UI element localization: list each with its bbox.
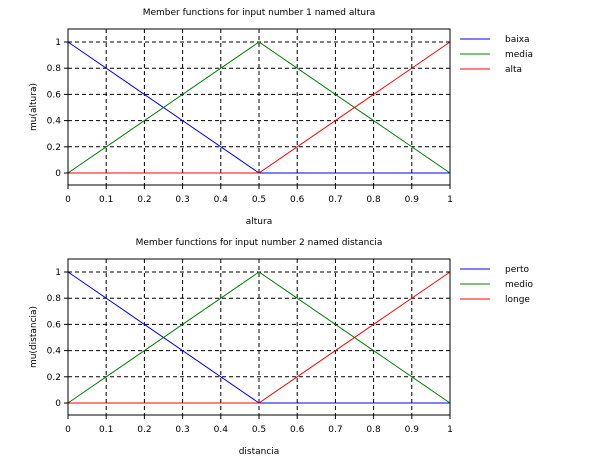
x-tick-label: 0.5 [252, 425, 266, 435]
legend-label-longe: longe [505, 295, 530, 305]
x-axis-label: altura [246, 217, 272, 227]
legend-label-media: media [505, 50, 533, 60]
series-line-longe [68, 271, 451, 404]
chart-altura: Member functions for input number 1 name… [29, 8, 533, 227]
chart-title: Member functions for input number 1 name… [143, 8, 376, 18]
x-tick-label: 0.2 [137, 195, 151, 205]
x-tick-label: 0.6 [290, 195, 305, 205]
chart-distancia: Member functions for input number 2 name… [29, 238, 534, 457]
y-axis-label: mu(distancia) [29, 306, 39, 368]
y-tick-label: 0 [55, 399, 61, 409]
y-tick-label: 0.8 [47, 294, 62, 304]
y-tick-label: 1 [55, 268, 61, 278]
y-tick-label: 0.6 [47, 320, 62, 330]
x-tick-label: 0.2 [137, 425, 151, 435]
y-tick-label: 0.2 [47, 373, 61, 383]
x-tick-label: 0.8 [366, 425, 381, 435]
x-tick-label: 0.7 [328, 195, 342, 205]
x-tick-label: 0.9 [405, 425, 420, 435]
legend-label-alta: alta [505, 65, 522, 75]
y-tick-label: 0.8 [47, 64, 62, 74]
y-tick-label: 0.4 [47, 117, 62, 127]
y-tick-label: 0.2 [47, 143, 61, 153]
y-tick-label: 0 [55, 169, 61, 179]
x-tick-label: 0.7 [328, 425, 342, 435]
series-layer [67, 271, 451, 404]
series-line-alta [68, 41, 451, 174]
series-layer [67, 41, 451, 174]
legend: baixa media alta [460, 35, 533, 75]
ticks: 0 0.1 0.2 0.3 0.4 0.5 0.6 0.7 0.8 0.9 1 0 0.2 0.4 0.6 0… [47, 38, 453, 205]
legend-label-medio: medio [505, 280, 534, 290]
legend-label-perto: perto [505, 265, 529, 275]
chart-title: Member functions for input number 2 name… [136, 238, 383, 248]
x-tick-label: 0.3 [175, 425, 189, 435]
y-tick-label: 0.6 [47, 90, 62, 100]
series-line-media [67, 41, 451, 174]
ticks: 0 0.1 0.2 0.3 0.4 0.5 0.6 0.7 0.8 0.9 1 0 0.2 0.4 0.6 0… [47, 268, 453, 435]
x-tick-label: 0 [65, 425, 71, 435]
x-tick-label: 0.9 [405, 195, 420, 205]
x-tick-label: 0.8 [366, 195, 381, 205]
x-tick-label: 0.5 [252, 195, 266, 205]
x-tick-label: 0.4 [214, 425, 229, 435]
y-axis-label: mu(altura) [29, 83, 39, 131]
x-tick-label: 1 [447, 195, 453, 205]
x-tick-label: 1 [447, 425, 453, 435]
x-tick-label: 0.6 [290, 425, 305, 435]
y-tick-label: 1 [55, 38, 61, 48]
x-tick-label: 0.1 [99, 425, 113, 435]
series-line-medio [67, 271, 451, 404]
x-axis-label: distancia [239, 447, 280, 457]
y-tick-label: 0.4 [47, 347, 62, 357]
x-tick-label: 0.4 [214, 195, 229, 205]
legend-label-baixa: baixa [505, 35, 530, 45]
x-tick-label: 0.3 [175, 195, 189, 205]
x-tick-label: 0 [65, 195, 71, 205]
legend: perto medio longe [460, 265, 534, 305]
x-tick-label: 0.1 [99, 195, 113, 205]
